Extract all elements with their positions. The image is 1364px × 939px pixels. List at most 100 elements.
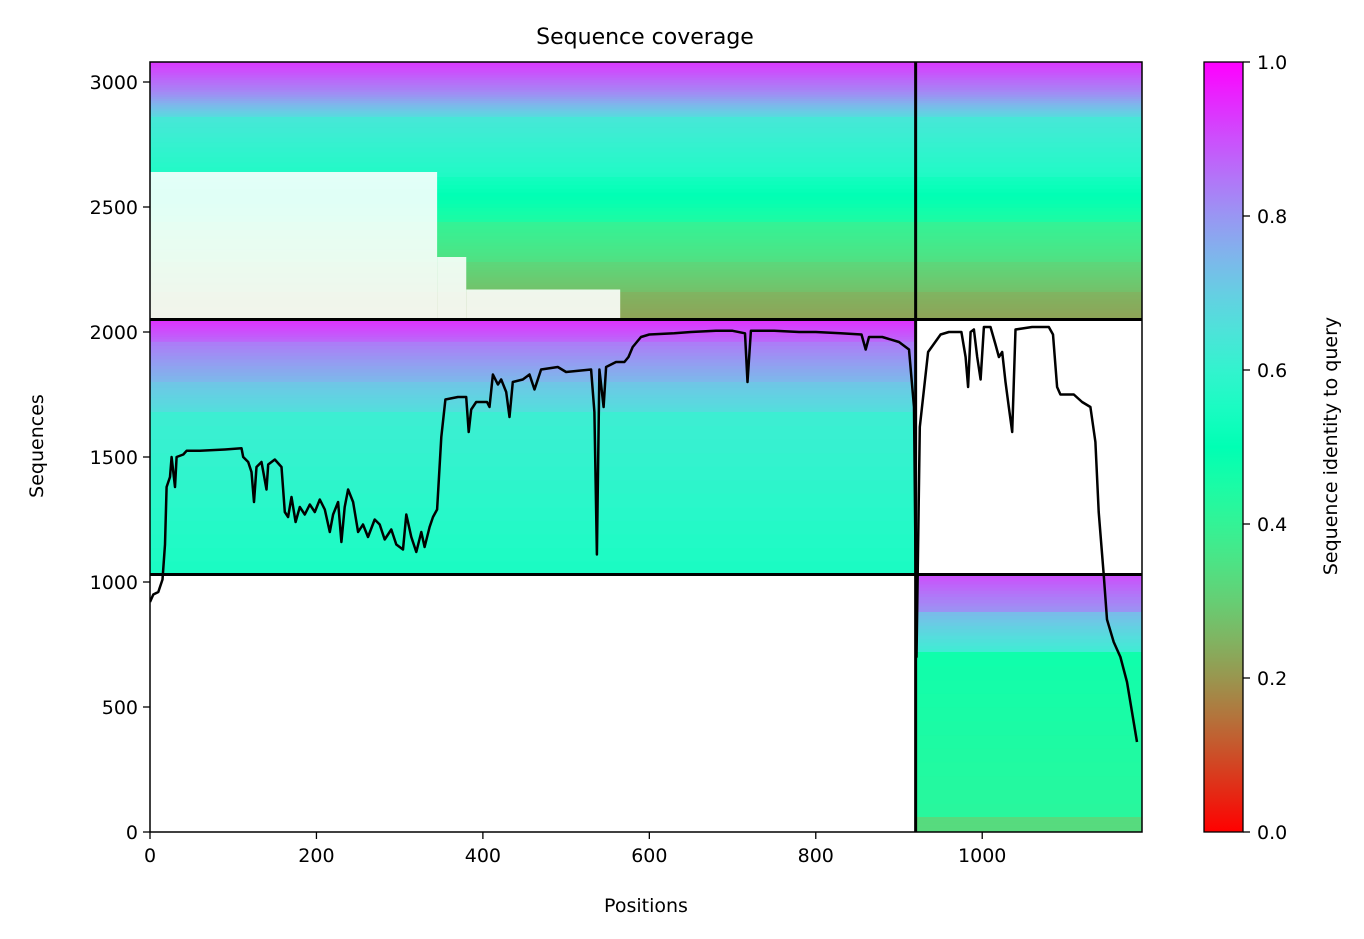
- identity-band-1-4-5: [150, 203, 1142, 208]
- identity-band-3-4-2: [915, 829, 1142, 832]
- identity-band-3-2-4: [915, 638, 1142, 643]
- identity-band-3-1-10: [915, 580, 1142, 585]
- y-tick-label-6: 3000: [90, 72, 138, 94]
- identity-band-1-7-3: [150, 312, 1142, 316]
- identity-band-3-1-4: [915, 599, 1142, 604]
- identity-band-2-4-1: [150, 560, 916, 576]
- colorbar: 0.0 0.2 0.4 0.6 0.8 1.0: [1203, 52, 1287, 844]
- identity-band-2-3-9: [150, 389, 916, 393]
- identity-band-1-6-5: [150, 279, 1142, 283]
- identity-band-2-1-6: [150, 330, 916, 334]
- identity-band-1-5-5: [150, 245, 1142, 250]
- identity-band-1-2-9: [150, 98, 1142, 101]
- identity-band-1-2-4: [150, 108, 1142, 112]
- identity-band-1-2-6: [150, 104, 1142, 108]
- identity-band-1-2-11: [150, 94, 1142, 97]
- identity-band-2-4-5: [150, 506, 916, 521]
- identity-band-1-6-9: [150, 269, 1142, 273]
- identity-band-3-2-1: [915, 648, 1142, 653]
- identity-band-3-2-5: [915, 635, 1142, 640]
- identity-band-3-2-11: [915, 615, 1142, 620]
- identity-band-1-7-11: [150, 294, 1142, 298]
- identity-band-1-6-2: [150, 287, 1142, 291]
- identity-band-3-3-8: [915, 707, 1142, 722]
- identity-band-1-3-9: [150, 132, 1142, 138]
- msa-block-2: [150, 319, 916, 576]
- identity-band-1-7-10: [150, 296, 1142, 300]
- identity-band-3-3-12: [915, 652, 1142, 667]
- identity-band-2-4-3: [150, 533, 916, 549]
- plot-frame: [149, 61, 1143, 833]
- identity-band-1-6-12: [150, 262, 1142, 266]
- x-tick-label-0: 0: [144, 845, 156, 867]
- identity-band-3-3-3: [915, 775, 1142, 791]
- identity-band-1-1-1: [150, 89, 1142, 93]
- x-tick-label-4: 800: [798, 845, 834, 867]
- identity-band-2-3-6: [150, 397, 916, 401]
- identity-band-2-1-2: [150, 338, 916, 341]
- identity-band-1-5-8: [150, 235, 1142, 240]
- identity-band-3-4-3: [915, 828, 1142, 831]
- identity-band-1-2-7: [150, 102, 1142, 106]
- identity-band-3-3-9: [915, 693, 1142, 708]
- identity-band-1-7-6: [150, 305, 1142, 309]
- colorbar-tick-label-0: 0.0: [1257, 822, 1287, 844]
- identity-band-3-2-12: [915, 612, 1142, 616]
- colorbar-label: Sequence identity to query: [1320, 317, 1342, 575]
- identity-band-2-4-9: [150, 452, 916, 467]
- identity-band-2-1-5: [150, 332, 916, 336]
- identity-band-3-2-10: [915, 618, 1142, 623]
- identity-band-1-4-6: [150, 199, 1142, 204]
- identity-band-3-3-10: [915, 679, 1142, 694]
- identity-band-1-7-9: [150, 298, 1142, 302]
- identity-band-1-3-1: [150, 172, 1142, 178]
- identity-band-2-3-2: [150, 407, 916, 411]
- identity-band-1-4-2: [150, 214, 1142, 219]
- identity-band-1-4-7: [150, 195, 1142, 201]
- y-axis-label: Sequences: [26, 394, 48, 498]
- identity-band-3-3-5: [915, 748, 1142, 763]
- identity-band-1-3-6: [150, 147, 1142, 153]
- identity-band-2-4-11: [150, 425, 916, 440]
- identity-band-3-1-9: [915, 583, 1142, 588]
- identity-band-1-1-4: [150, 82, 1142, 86]
- y-tick-label-2: 1000: [90, 572, 138, 594]
- identity-band-1-1-6: [150, 77, 1142, 81]
- coverage-gap-1-1: [150, 172, 438, 320]
- identity-band-1-4-9: [150, 188, 1142, 193]
- identity-band-2-2-4: [150, 368, 916, 373]
- colorbar-tick-label-2: 0.4: [1257, 514, 1287, 536]
- identity-band-1-1-10: [150, 67, 1142, 71]
- msa-block-3: [915, 574, 1142, 832]
- chart-title: Sequence coverage: [536, 25, 754, 50]
- identity-band-1-5-4: [150, 248, 1142, 253]
- y-axis: 0 500 1000 1500 2000 2500 3000: [90, 72, 150, 844]
- identity-band-3-1-8: [915, 587, 1142, 591]
- identity-band-1-3-2: [150, 167, 1142, 173]
- y-tick-label-1: 500: [102, 697, 138, 719]
- identity-band-1-5-10: [150, 228, 1142, 233]
- identity-band-2-1-8: [150, 327, 916, 330]
- identity-band-1-2-8: [150, 100, 1142, 104]
- identity-band-1-5-6: [150, 242, 1142, 246]
- identity-band-1-3-8: [150, 137, 1142, 143]
- identity-band-2-4-4: [150, 520, 916, 535]
- identity-band-3-1-11: [915, 577, 1142, 582]
- colorbar-gradient: [1204, 62, 1243, 832]
- coverage-gap-1-2: [437, 257, 467, 320]
- identity-band-1-6-11: [150, 264, 1142, 268]
- identity-band-2-1-7: [150, 328, 916, 332]
- identity-band-2-2-8: [150, 355, 916, 360]
- identity-band-1-2-1: [150, 114, 1142, 118]
- identity-band-3-4-11: [915, 818, 1142, 821]
- identity-band-2-3-10: [150, 387, 916, 391]
- identity-band-2-1-9: [150, 325, 916, 328]
- identity-band-2-4-8: [150, 466, 916, 481]
- identity-band-3-1-7: [915, 590, 1142, 594]
- identity-band-1-1-12: [150, 62, 1142, 66]
- y-tick-label-4: 2000: [90, 322, 138, 344]
- identity-band-2-2-5: [150, 365, 916, 370]
- colorbar-tick-label-1: 0.2: [1257, 668, 1287, 690]
- msa-block-1: [150, 62, 1142, 321]
